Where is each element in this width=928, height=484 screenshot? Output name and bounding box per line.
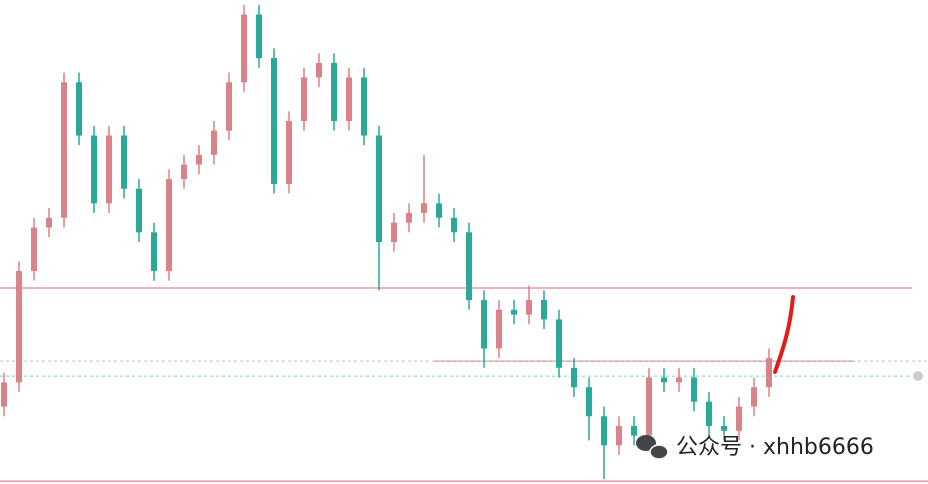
candle-body [106,135,112,204]
candle-body [256,14,262,59]
candle-body [151,232,157,272]
candle-body [346,77,352,121]
candle-body [241,14,247,83]
candle-body [541,300,547,320]
candle-body [376,135,382,242]
wechat-icon [636,435,669,460]
hand-drawn-arrow [773,295,795,374]
candle-body [1,382,7,407]
candle-body [46,217,52,228]
candle-body [421,203,427,213]
candle-body [406,212,412,223]
candle-body [766,358,772,388]
candle-body [136,188,142,233]
candle-body [196,154,202,165]
candle-body [481,300,487,349]
price-marker [913,371,923,381]
candle-body [466,232,472,301]
candle-body [286,121,292,184]
candle-body [706,401,712,426]
candle-body [616,425,622,446]
candle-body [601,416,607,446]
candle-body [451,217,457,233]
candle-body [316,62,322,78]
candle-body [331,62,337,121]
levels [0,287,928,482]
candle-body [31,227,37,272]
candle-body [361,77,367,136]
candle-body [226,82,232,131]
candle-body [676,377,682,383]
candle-body [211,130,217,155]
candle-body [511,309,517,315]
candle-body [181,164,187,180]
candle-body [496,309,502,349]
candle-body [436,203,442,218]
candle-body [526,300,532,315]
candle-body [121,135,127,189]
candles [1,4,772,480]
candle-body [571,367,577,388]
candle-body [166,179,172,272]
candle-body [691,377,697,402]
candle-body [661,377,667,383]
candle-body [76,82,82,136]
candle-body [271,58,277,184]
candle-body [721,425,727,431]
candle-body [556,319,562,368]
candle-body [646,377,652,436]
candle-body [391,222,397,242]
candle-body [61,82,67,218]
watermark: 公众号 · xhhb6666 [676,435,874,460]
candle-body [631,425,637,436]
candle-body [301,77,307,121]
candle-body [91,135,97,204]
candle-body [751,387,757,407]
candle-body [586,387,592,417]
candle-body [16,271,22,383]
candle-body [736,406,742,431]
